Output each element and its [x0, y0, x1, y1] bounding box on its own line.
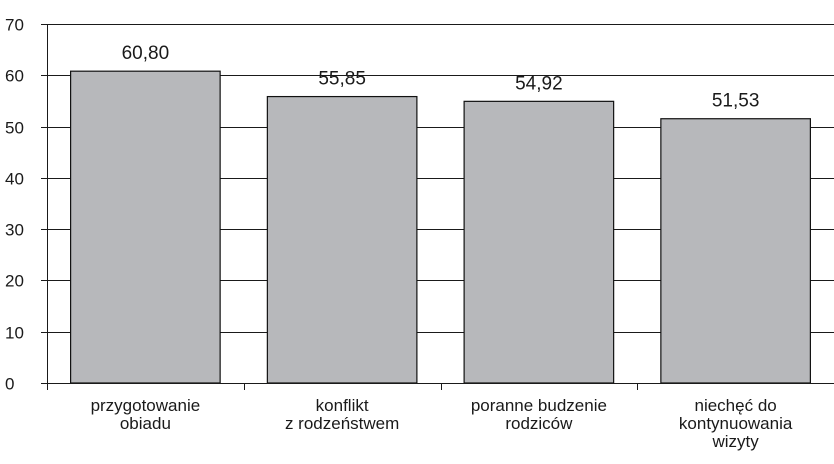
y-tick-label: 60: [5, 67, 24, 86]
y-tick-label: 0: [5, 375, 14, 394]
data-label: 54,92: [515, 73, 563, 94]
y-tick-label: 10: [5, 324, 24, 343]
data-label: 60,80: [122, 43, 170, 64]
axis-layer: [41, 24, 834, 390]
x-tick-label: przygotowanie: [91, 396, 201, 415]
bar: [70, 70, 221, 384]
x-tick-label: rodziców: [505, 414, 573, 433]
x-tick-label: wizyty: [711, 432, 759, 451]
bars-layer: [70, 70, 811, 384]
bar: [463, 100, 615, 384]
data-label: 55,85: [318, 69, 366, 90]
y-tick-label: 30: [5, 221, 24, 240]
x-tick-label: poranne budzenie: [471, 396, 607, 415]
data-label: 51,53: [712, 91, 760, 112]
x-tick-label: kontynuowania: [679, 414, 793, 433]
bar: [660, 118, 811, 384]
x-tick-label: konflikt: [316, 396, 369, 415]
x-tick-label: z rodzeństwem: [285, 414, 399, 433]
bar: [266, 95, 418, 384]
x-tick-label: obiadu: [120, 414, 171, 433]
y-tick-label: 40: [5, 170, 24, 189]
y-tick-label: 20: [5, 272, 24, 291]
y-tick-label: 50: [5, 119, 24, 138]
x-tick-label: niechęć do: [695, 396, 777, 415]
y-tick-label: 70: [5, 16, 24, 35]
